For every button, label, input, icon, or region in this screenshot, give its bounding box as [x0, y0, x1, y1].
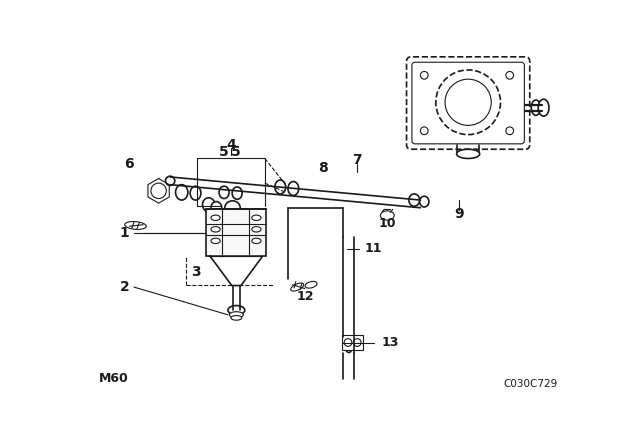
Ellipse shape: [420, 196, 429, 207]
Ellipse shape: [305, 281, 317, 288]
Text: 11: 11: [364, 242, 381, 255]
Ellipse shape: [211, 215, 220, 220]
Ellipse shape: [219, 186, 229, 198]
Text: 8: 8: [317, 161, 328, 175]
Ellipse shape: [288, 181, 299, 195]
Ellipse shape: [230, 312, 243, 318]
Circle shape: [420, 127, 428, 134]
Circle shape: [353, 339, 361, 346]
Text: 3: 3: [191, 265, 200, 279]
Circle shape: [344, 339, 352, 346]
Ellipse shape: [456, 149, 480, 159]
Ellipse shape: [225, 201, 240, 215]
Ellipse shape: [275, 180, 285, 194]
Ellipse shape: [380, 211, 394, 220]
Ellipse shape: [166, 176, 175, 185]
Ellipse shape: [252, 238, 261, 244]
Text: 5: 5: [218, 145, 228, 159]
Ellipse shape: [531, 100, 541, 115]
Text: 10: 10: [378, 217, 396, 230]
Text: C030C729: C030C729: [503, 379, 557, 389]
Text: 5: 5: [231, 145, 241, 159]
Ellipse shape: [538, 99, 549, 116]
Bar: [342, 335, 364, 350]
Ellipse shape: [211, 238, 220, 244]
Ellipse shape: [409, 194, 420, 206]
Text: M60: M60: [99, 372, 128, 385]
Ellipse shape: [211, 227, 220, 232]
Ellipse shape: [228, 306, 245, 315]
Ellipse shape: [232, 187, 242, 199]
Text: 1: 1: [120, 226, 129, 240]
Circle shape: [151, 183, 166, 198]
FancyBboxPatch shape: [406, 57, 530, 149]
Text: 12: 12: [296, 290, 314, 303]
Bar: [206, 208, 266, 256]
Ellipse shape: [175, 185, 188, 200]
Circle shape: [506, 72, 513, 79]
Text: 7: 7: [353, 153, 362, 167]
Ellipse shape: [211, 202, 221, 214]
Ellipse shape: [252, 227, 261, 232]
Ellipse shape: [190, 186, 201, 200]
Text: 9: 9: [454, 207, 464, 221]
Ellipse shape: [125, 221, 147, 229]
Ellipse shape: [202, 198, 215, 211]
Ellipse shape: [252, 215, 261, 220]
Text: 6: 6: [125, 157, 134, 171]
Circle shape: [420, 72, 428, 79]
Ellipse shape: [291, 283, 303, 291]
Text: 13: 13: [382, 336, 399, 349]
Circle shape: [506, 127, 513, 134]
Ellipse shape: [231, 315, 242, 320]
Polygon shape: [210, 256, 262, 285]
Circle shape: [436, 70, 500, 134]
Text: 2: 2: [120, 280, 129, 294]
Text: 4: 4: [226, 138, 236, 151]
